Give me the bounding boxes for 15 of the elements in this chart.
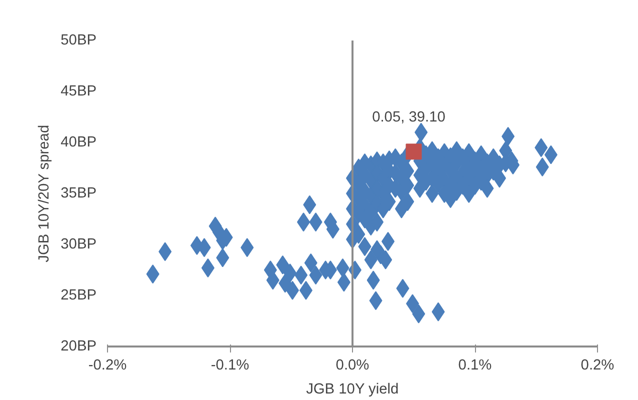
y-tick-label: 45BP: [60, 84, 97, 100]
x-tick-label: -0.2%: [88, 358, 127, 374]
annotation: 0.05, 39.10: [372, 110, 446, 126]
x-tick-label: -0.1%: [210, 358, 250, 374]
y-tick-label: 25BP: [60, 288, 97, 304]
y-tick-label: 40BP: [60, 134, 97, 150]
y-tick-label: 30BP: [60, 236, 97, 252]
x-axis-title: JGB 10Y yield: [306, 382, 399, 398]
x-tick-label: 0.0%: [336, 358, 370, 374]
y-tick-label: 20BP: [60, 338, 97, 354]
y-tick-label: 50BP: [60, 32, 97, 48]
y-tick-label: 35BP: [60, 186, 97, 202]
x-tick-label: 0.1%: [458, 358, 492, 374]
y-axis-title: JGB 10Y/20Y spread: [36, 124, 53, 262]
x-tick-label: 0.2%: [580, 358, 614, 374]
